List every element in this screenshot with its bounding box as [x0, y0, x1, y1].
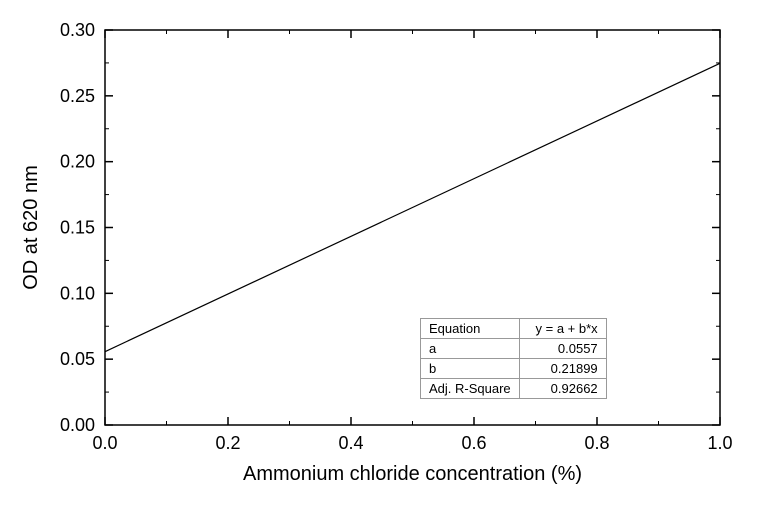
- x-tick-label: 1.0: [707, 433, 732, 453]
- stats-label: b: [421, 359, 520, 379]
- y-axis-label: OD at 620 nm: [20, 165, 42, 290]
- stats-label: Equation: [421, 319, 520, 339]
- stats-value: 0.92662: [519, 379, 606, 399]
- y-tick-label: 0.05: [60, 349, 95, 369]
- y-tick-label: 0.10: [60, 283, 95, 303]
- line-chart: 0.0 0.2 0.4 0.6 0.8 1.0 0.00 0.05 0.10 0.15 0.20 0.…: [0, 0, 783, 515]
- stats-row: a 0.0557: [421, 339, 607, 359]
- x-tick-label: 0.4: [338, 433, 363, 453]
- x-axis-label: Ammonium chloride concentration (%): [243, 463, 582, 485]
- stats-value: y = a + b*x: [519, 319, 606, 339]
- stats-value: 0.21899: [519, 359, 606, 379]
- stats-value: 0.0557: [519, 339, 606, 359]
- y-tick-label: 0.25: [60, 86, 95, 106]
- x-tick-label: 0.6: [461, 433, 486, 453]
- x-tick-label: 0.8: [584, 433, 609, 453]
- x-tick-label: 0.0: [92, 433, 117, 453]
- stats-row: b 0.21899: [421, 359, 607, 379]
- plot-frame: [105, 30, 720, 425]
- y-tick-label: 0.30: [60, 20, 95, 40]
- chart-container: 0.0 0.2 0.4 0.6 0.8 1.0 0.00 0.05 0.10 0.15 0.20 0.…: [0, 0, 783, 515]
- stats-label: Adj. R-Square: [421, 379, 520, 399]
- y-tick-label: 0.15: [60, 218, 95, 238]
- y-tick-label: 0.00: [60, 415, 95, 435]
- stats-row: Equation y = a + b*x: [421, 319, 607, 339]
- y-tick-label: 0.20: [60, 152, 95, 172]
- series-fit-line: [105, 63, 720, 351]
- regression-stats-box: Equation y = a + b*x a 0.0557 b 0.21899 …: [420, 318, 607, 399]
- x-tick-label: 0.2: [215, 433, 240, 453]
- stats-label: a: [421, 339, 520, 359]
- stats-row: Adj. R-Square 0.92662: [421, 379, 607, 399]
